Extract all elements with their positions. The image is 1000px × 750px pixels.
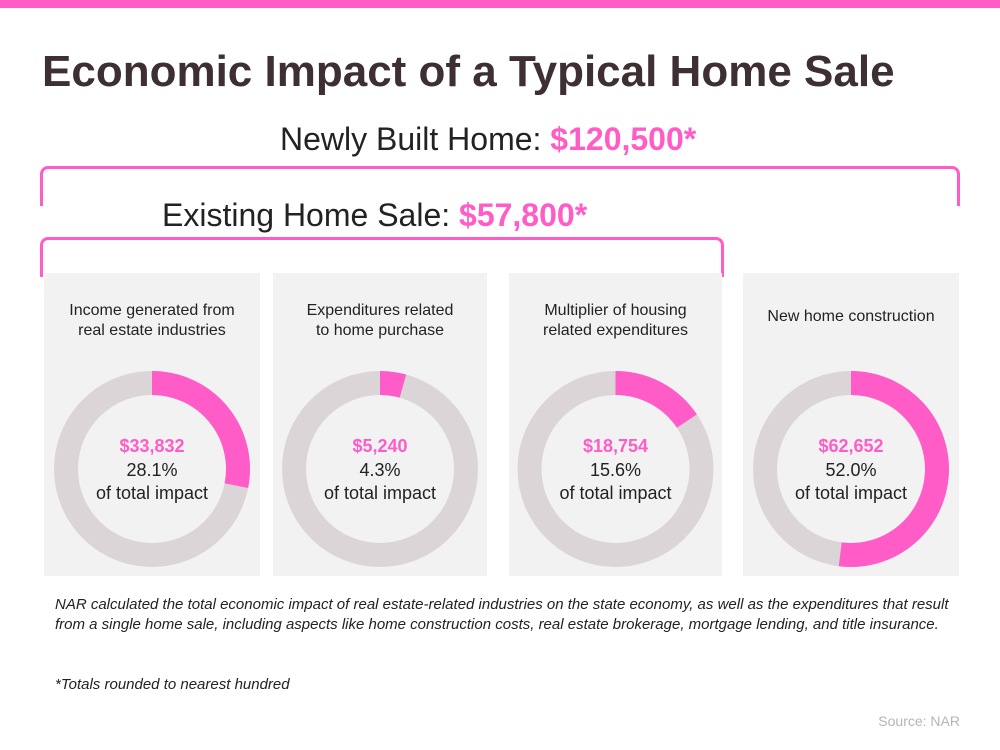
panel-multiplier: Multiplier of housing related expenditur… — [509, 273, 722, 576]
panel-expenditures: Expenditures related to home purchase $5… — [273, 273, 487, 576]
donut-value: $5,240 — [352, 436, 408, 456]
donut-percent: 28.1% — [126, 459, 178, 480]
panel-label-multiplier: Multiplier of housing related expenditur… — [543, 302, 688, 339]
newly-built-label: Newly Built Home: — [280, 121, 551, 157]
donut-center-multiplier: $18,754 15.6% of total impact — [509, 435, 722, 506]
donut-center-construction: $62,652 52.0% of total impact — [743, 435, 959, 506]
donut-chart-construction — [753, 371, 949, 567]
newly-built-value: $120,500* — [550, 121, 697, 157]
donut-suffix: of total impact — [323, 483, 437, 503]
donut-suffix: of total impact — [559, 483, 672, 503]
panel-label-expenditures: Expenditures related to home purchase — [306, 302, 454, 339]
donut-share-arc — [151, 371, 250, 488]
page-title: Economic Impact of a Typical Home Sale — [42, 47, 895, 96]
existing-sale-bracket — [40, 237, 724, 277]
panel-income: Income generated from real estate indust… — [44, 273, 260, 576]
donut-value: $18,754 — [582, 436, 649, 456]
donut-chart-multiplier — [517, 371, 714, 567]
panel-construction: New home construction $62,652 52.0% of t… — [743, 273, 959, 576]
top-accent-bar — [0, 0, 1000, 8]
donut-share-arc — [838, 371, 949, 567]
newly-built-heading: Newly Built Home: $120,500* — [280, 119, 696, 159]
existing-sale-label: Existing Home Sale: — [162, 197, 460, 233]
donut-percent: 15.6% — [589, 459, 642, 480]
donut-percent: 52.0% — [825, 459, 877, 480]
donut-center-income: $33,832 28.1% of total impact — [44, 435, 260, 506]
newly-built-bracket — [40, 166, 960, 206]
donut-value: $33,832 — [119, 436, 185, 456]
donut-suffix: of total impact — [95, 483, 209, 503]
panel-label-construction: New home construction — [767, 308, 935, 325]
source-credit: Source: NAR — [878, 713, 960, 729]
donut-center-expenditures: $5,240 4.3% of total impact — [273, 435, 487, 506]
donut-share-arc — [379, 371, 407, 398]
donut-percent: 4.3% — [359, 459, 401, 480]
donut-value: $62,652 — [818, 436, 884, 456]
donut-chart-income — [54, 371, 250, 567]
methodology-note: NAR calculated the total economic impact… — [55, 596, 949, 633]
donut-suffix: of total impact — [794, 483, 908, 503]
rounding-footnote: *Totals rounded to nearest hundred — [55, 676, 290, 693]
donut-chart-expenditures — [282, 371, 478, 567]
donut-share-arc — [615, 371, 697, 429]
existing-sale-value: $57,800* — [459, 197, 588, 233]
panel-label-income: Income generated from real estate indust… — [69, 302, 235, 339]
existing-sale-heading: Existing Home Sale: $57,800* — [162, 195, 587, 235]
